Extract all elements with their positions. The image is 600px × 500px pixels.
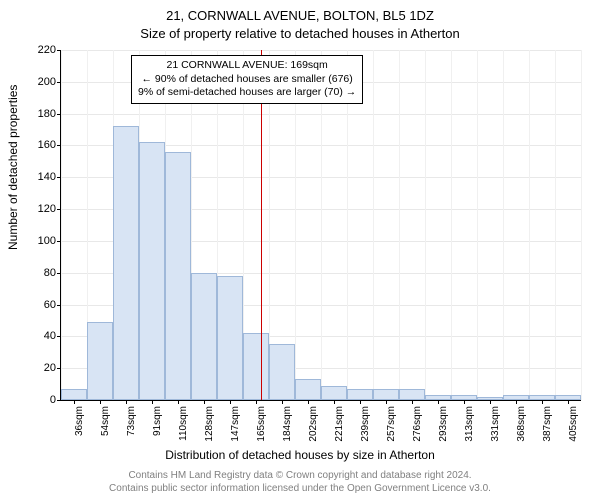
- xtick-label: 73sqm: [126, 406, 128, 436]
- xtick-mark: [126, 400, 127, 404]
- xtick-label: 184sqm: [282, 406, 284, 442]
- xtick-mark: [568, 400, 569, 404]
- ytick-label: 80: [26, 267, 56, 279]
- xtick-label: 54sqm: [100, 406, 102, 436]
- xtick-mark: [178, 400, 179, 404]
- grid-line-v: [451, 50, 452, 400]
- histogram-bar: [347, 389, 373, 400]
- annotation-line: 9% of semi-detached houses are larger (7…: [138, 86, 356, 100]
- xtick-mark: [360, 400, 361, 404]
- xtick-label: 257sqm: [386, 406, 388, 442]
- histogram-bar: [269, 344, 295, 400]
- footer-line-1: Contains HM Land Registry data © Crown c…: [0, 470, 600, 481]
- xtick-mark: [230, 400, 231, 404]
- histogram-bar: [87, 322, 113, 400]
- chart-title: 21, CORNWALL AVENUE, BOLTON, BL5 1DZ: [0, 8, 600, 23]
- xtick-label: 165sqm: [256, 406, 258, 442]
- xtick-mark: [516, 400, 517, 404]
- xtick-mark: [100, 400, 101, 404]
- histogram-bar: [321, 386, 347, 400]
- xtick-mark: [204, 400, 205, 404]
- ytick-label: 140: [26, 171, 56, 183]
- ytick-label: 160: [26, 139, 56, 151]
- histogram-bar: [165, 152, 191, 400]
- ytick-label: 200: [26, 76, 56, 88]
- xtick-mark: [334, 400, 335, 404]
- xtick-label: 128sqm: [204, 406, 206, 442]
- histogram-bar: [373, 389, 399, 400]
- xtick-label: 368sqm: [516, 406, 518, 442]
- ytick-label: 180: [26, 108, 56, 120]
- ytick-label: 60: [26, 299, 56, 311]
- grid-line-v: [581, 50, 582, 400]
- ytick-label: 100: [26, 235, 56, 247]
- grid-line-v: [555, 50, 556, 400]
- chart-subtitle: Size of property relative to detached ho…: [0, 26, 600, 41]
- chart-container: 21, CORNWALL AVENUE, BOLTON, BL5 1DZ Siz…: [0, 0, 600, 500]
- xtick-mark: [74, 400, 75, 404]
- ytick-label: 0: [26, 394, 56, 406]
- histogram-bar: [217, 276, 243, 400]
- xtick-label: 147sqm: [230, 406, 232, 442]
- xtick-mark: [256, 400, 257, 404]
- footer-line-2: Contains public sector information licen…: [0, 483, 600, 494]
- grid-line-v: [503, 50, 504, 400]
- xtick-label: 110sqm: [178, 406, 180, 441]
- grid-line-v: [399, 50, 400, 400]
- histogram-bar: [139, 142, 165, 400]
- xtick-mark: [542, 400, 543, 404]
- xtick-label: 276sqm: [412, 406, 414, 442]
- xtick-mark: [308, 400, 309, 404]
- grid-line-v: [529, 50, 530, 400]
- grid-line-v: [373, 50, 374, 400]
- xtick-label: 221sqm: [334, 406, 336, 442]
- annotation-line: ← 90% of detached houses are smaller (67…: [138, 73, 356, 87]
- grid-line-v: [61, 50, 62, 400]
- xtick-mark: [438, 400, 439, 404]
- xtick-mark: [152, 400, 153, 404]
- grid-line-v: [477, 50, 478, 400]
- ytick-label: 40: [26, 330, 56, 342]
- ytick-label: 120: [26, 203, 56, 215]
- xtick-mark: [490, 400, 491, 404]
- x-axis-label: Distribution of detached houses by size …: [0, 448, 600, 462]
- xtick-mark: [282, 400, 283, 404]
- ytick-mark: [57, 400, 61, 401]
- ytick-label: 220: [26, 44, 56, 56]
- xtick-label: 331sqm: [490, 406, 492, 442]
- xtick-label: 387sqm: [542, 406, 544, 442]
- histogram-bar: [295, 379, 321, 400]
- xtick-label: 405sqm: [568, 406, 570, 442]
- xtick-label: 202sqm: [308, 406, 310, 442]
- histogram-bar: [191, 273, 217, 400]
- histogram-bar: [399, 389, 425, 400]
- xtick-mark: [464, 400, 465, 404]
- histogram-bar: [113, 126, 139, 400]
- annotation-box: 21 CORNWALL AVENUE: 169sqm← 90% of detac…: [131, 55, 363, 104]
- grid-line-v: [425, 50, 426, 400]
- ytick-label: 20: [26, 362, 56, 374]
- xtick-label: 313sqm: [464, 406, 466, 442]
- xtick-mark: [386, 400, 387, 404]
- annotation-line: 21 CORNWALL AVENUE: 169sqm: [138, 59, 356, 73]
- y-axis-label: Number of detached properties: [6, 85, 20, 250]
- xtick-label: 239sqm: [360, 406, 362, 442]
- xtick-label: 91sqm: [152, 406, 154, 436]
- histogram-bar: [243, 333, 269, 400]
- plot-area: 36sqm54sqm73sqm91sqm110sqm128sqm147sqm16…: [60, 50, 581, 401]
- histogram-bar: [61, 389, 87, 400]
- xtick-label: 36sqm: [74, 406, 76, 436]
- xtick-label: 293sqm: [438, 406, 440, 442]
- xtick-mark: [412, 400, 413, 404]
